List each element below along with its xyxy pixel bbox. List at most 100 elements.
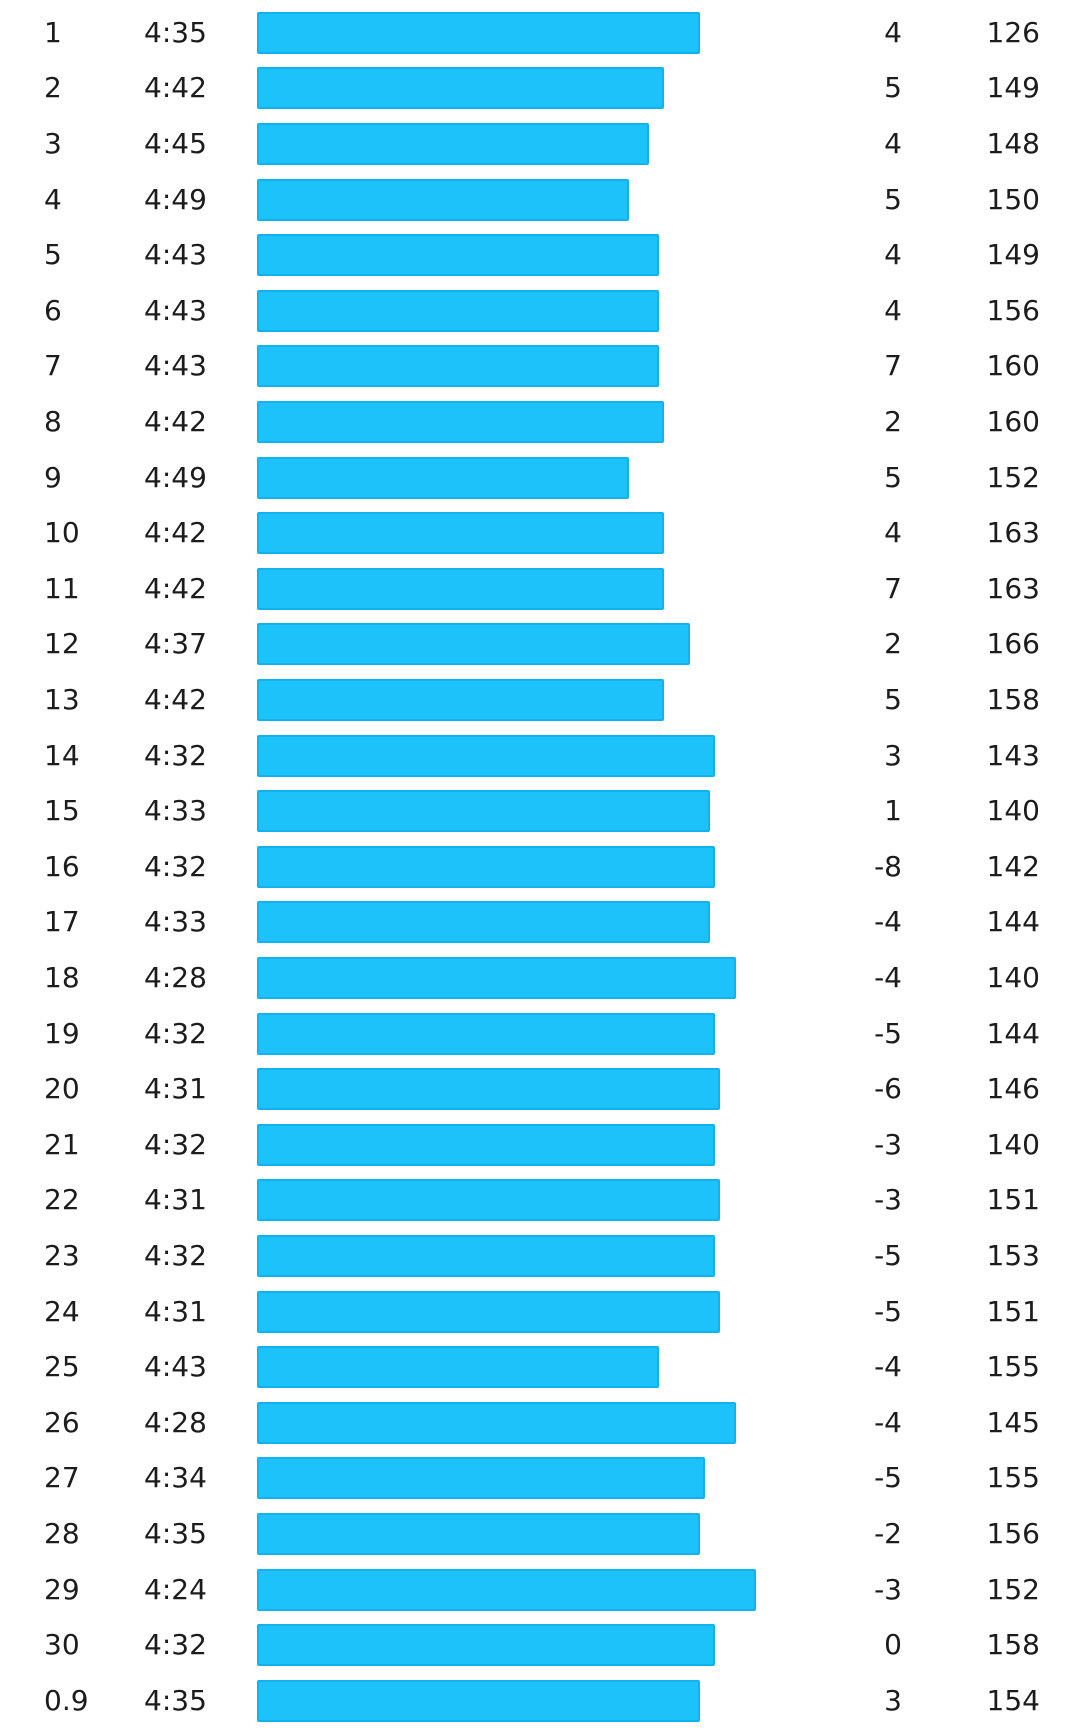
split-pace-label: 4:31 [144, 1183, 207, 1217]
split-row: 9 4:49 5 152 [0, 450, 1080, 506]
split-elevation-label: 4 [884, 126, 902, 160]
split-elevation-label: 7 [884, 349, 902, 383]
split-km-label: 16 [44, 849, 80, 883]
split-row: 14 4:32 3 143 [0, 728, 1080, 784]
split-pace-label: 4:31 [144, 1072, 207, 1106]
split-pace-bar [257, 734, 716, 777]
split-heart-rate-label: 152 [986, 1572, 1040, 1606]
split-row: 18 4:28 -4 140 [0, 950, 1080, 1006]
split-pace-bar [257, 1457, 706, 1500]
split-pace-bar [257, 1068, 721, 1111]
split-row: 0.9 4:35 3 154 [0, 1673, 1080, 1729]
split-pace-label: 4:35 [144, 1516, 207, 1550]
split-km-label: 12 [44, 627, 80, 661]
split-pace-label: 4:42 [144, 571, 207, 605]
split-km-label: 19 [44, 1016, 80, 1050]
split-elevation-label: -5 [874, 1016, 902, 1050]
split-pace-bar [257, 1290, 721, 1333]
split-km-label: 17 [44, 905, 80, 939]
split-elevation-label: 5 [884, 182, 902, 216]
split-km-label: 15 [44, 794, 80, 828]
split-km-label: 23 [44, 1238, 80, 1272]
split-elevation-label: -3 [874, 1127, 902, 1161]
split-km-label: 25 [44, 1350, 80, 1384]
split-pace-label: 4:28 [144, 960, 207, 994]
split-row: 24 4:31 -5 151 [0, 1284, 1080, 1340]
split-pace-label: 4:43 [144, 349, 207, 383]
split-elevation-label: 2 [884, 404, 902, 438]
split-pace-label: 4:42 [144, 682, 207, 716]
split-heart-rate-label: 156 [986, 1516, 1040, 1550]
split-km-label: 10 [44, 516, 80, 550]
split-heart-rate-label: 146 [986, 1072, 1040, 1106]
split-row: 17 4:33 -4 144 [0, 895, 1080, 951]
split-pace-bar [257, 1679, 700, 1722]
split-pace-label: 4:33 [144, 794, 207, 828]
split-row: 22 4:31 -3 151 [0, 1173, 1080, 1229]
split-heart-rate-label: 152 [986, 460, 1040, 494]
split-elevation-label: 4 [884, 15, 902, 49]
split-elevation-label: 3 [884, 1683, 902, 1717]
split-heart-rate-label: 151 [986, 1294, 1040, 1328]
split-heart-rate-label: 158 [986, 1628, 1040, 1662]
split-row: 30 4:32 0 158 [0, 1617, 1080, 1673]
split-km-label: 2 [44, 71, 62, 105]
split-km-label: 14 [44, 738, 80, 772]
split-pace-bar [257, 623, 690, 666]
split-heart-rate-label: 142 [986, 849, 1040, 883]
split-pace-label: 4:31 [144, 1294, 207, 1328]
split-elevation-label: -2 [874, 1516, 902, 1550]
split-row: 29 4:24 -3 152 [0, 1562, 1080, 1618]
split-row: 27 4:34 -5 155 [0, 1451, 1080, 1507]
split-row: 12 4:37 2 166 [0, 617, 1080, 673]
split-km-label: 6 [44, 293, 62, 327]
split-pace-bar [257, 1123, 716, 1166]
split-elevation-label: 3 [884, 738, 902, 772]
split-pace-bar [257, 67, 665, 110]
split-pace-bar [257, 845, 716, 888]
split-heart-rate-label: 160 [986, 349, 1040, 383]
split-pace-label: 4:49 [144, 460, 207, 494]
split-km-label: 9 [44, 460, 62, 494]
split-km-label: 27 [44, 1461, 80, 1495]
split-elevation-label: 4 [884, 238, 902, 272]
split-pace-bar [257, 1234, 716, 1277]
split-pace-bar [257, 1401, 736, 1444]
split-km-label: 7 [44, 349, 62, 383]
split-heart-rate-label: 140 [986, 794, 1040, 828]
split-pace-label: 4:49 [144, 182, 207, 216]
split-row: 19 4:32 -5 144 [0, 1006, 1080, 1062]
split-pace-label: 4:35 [144, 15, 207, 49]
split-row: 23 4:32 -5 153 [0, 1228, 1080, 1284]
split-elevation-label: 5 [884, 682, 902, 716]
split-km-label: 30 [44, 1628, 80, 1662]
split-pace-label: 4:33 [144, 905, 207, 939]
split-elevation-label: -5 [874, 1294, 902, 1328]
split-pace-label: 4:35 [144, 1683, 207, 1717]
split-row: 10 4:42 4 163 [0, 505, 1080, 561]
split-elevation-label: 5 [884, 71, 902, 105]
split-elevation-label: 7 [884, 571, 902, 605]
split-heart-rate-label: 155 [986, 1350, 1040, 1384]
split-km-label: 8 [44, 404, 62, 438]
split-row: 8 4:42 2 160 [0, 394, 1080, 450]
split-pace-label: 4:43 [144, 293, 207, 327]
split-km-label: 4 [44, 182, 62, 216]
split-heart-rate-label: 163 [986, 516, 1040, 550]
split-row: 25 4:43 -4 155 [0, 1339, 1080, 1395]
split-elevation-label: -4 [874, 1350, 902, 1384]
split-heart-rate-label: 144 [986, 1016, 1040, 1050]
split-elevation-label: -4 [874, 960, 902, 994]
split-pace-label: 4:43 [144, 1350, 207, 1384]
split-pace-bar [257, 400, 665, 443]
split-heart-rate-label: 150 [986, 182, 1040, 216]
split-row: 21 4:32 -3 140 [0, 1117, 1080, 1173]
split-pace-label: 4:32 [144, 1127, 207, 1161]
split-km-label: 29 [44, 1572, 80, 1606]
split-km-label: 3 [44, 126, 62, 160]
split-row: 28 4:35 -2 156 [0, 1506, 1080, 1562]
split-heart-rate-label: 148 [986, 126, 1040, 160]
split-elevation-label: -5 [874, 1238, 902, 1272]
split-pace-bar [257, 678, 665, 721]
split-pace-bar [257, 1179, 721, 1222]
